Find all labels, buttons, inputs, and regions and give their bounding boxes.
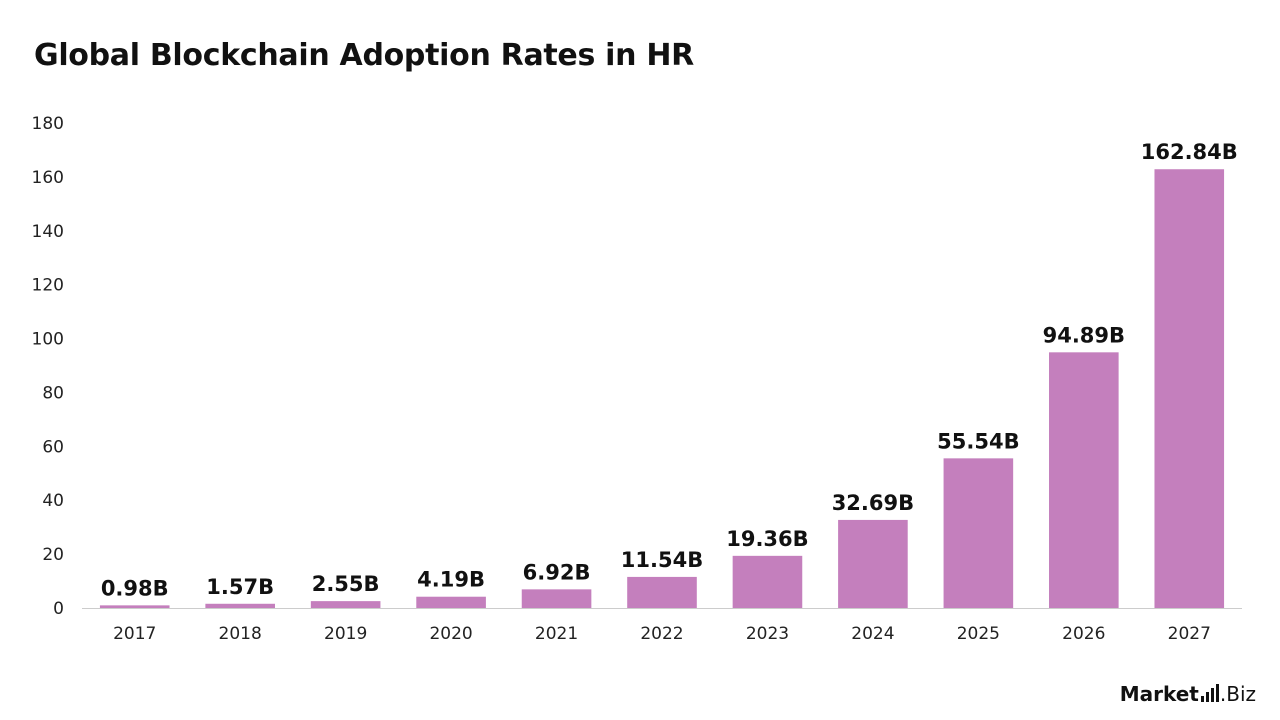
x-tick-label: 2025 <box>957 624 1000 644</box>
x-tick-label: 2017 <box>113 624 156 644</box>
bar <box>1154 169 1225 608</box>
data-label: 94.89B <box>1043 323 1125 347</box>
y-tick-label: 100 <box>32 330 64 350</box>
brand-name: Market <box>1119 682 1199 706</box>
y-tick-label: 120 <box>32 276 64 296</box>
x-axis-ticks: 2017 2018 2019 2020 2021 2022 2023 2024 2025 2026… <box>113 624 1211 644</box>
bar <box>205 603 275 608</box>
bar <box>521 589 592 608</box>
data-label: 19.36B <box>726 527 808 551</box>
x-tick-label: 2021 <box>535 624 578 644</box>
bar <box>732 555 803 608</box>
x-tick-label: 2026 <box>1062 624 1105 644</box>
bar <box>943 458 1014 608</box>
y-tick-label: 180 <box>32 114 64 134</box>
x-tick-label: 2019 <box>324 624 367 644</box>
data-labels: 0.98B 1.57B 2.55B 4.19B 6.92B 11.54B 19.36B 32.… <box>101 140 1238 600</box>
y-tick-label: 0 <box>53 599 64 619</box>
data-label: 6.92B <box>523 560 591 584</box>
brand-suffix: .Biz <box>1219 682 1256 706</box>
x-tick-label: 2027 <box>1168 624 1211 644</box>
data-label: 162.84B <box>1141 140 1238 164</box>
y-axis-ticks: 0 20 40 60 80 100 120 140 160 180 <box>32 114 64 619</box>
x-tick-label: 2023 <box>746 624 789 644</box>
data-label: 32.69B <box>832 491 914 515</box>
bars-icon <box>1200 684 1219 702</box>
chart-title: Global Blockchain Adoption Rates in HR <box>34 38 694 73</box>
bar <box>627 576 697 608</box>
y-tick-label: 80 <box>42 383 64 403</box>
y-tick-label: 20 <box>42 545 64 565</box>
data-label: 11.54B <box>621 548 703 572</box>
data-label: 4.19B <box>417 568 485 592</box>
bar <box>1049 352 1119 608</box>
bar <box>99 605 170 608</box>
y-tick-label: 40 <box>42 491 64 511</box>
x-tick-label: 2024 <box>851 624 894 644</box>
brand-logo: Market .Biz <box>1120 682 1256 706</box>
bar <box>310 601 381 608</box>
y-tick-label: 60 <box>42 437 64 457</box>
data-label: 1.57B <box>206 575 274 599</box>
data-label: 0.98B <box>101 576 169 600</box>
x-tick-label: 2020 <box>429 624 472 644</box>
x-tick-label: 2018 <box>219 624 262 644</box>
bar <box>838 519 908 608</box>
bar <box>416 596 486 608</box>
x-tick-label: 2022 <box>640 624 683 644</box>
data-label: 2.55B <box>312 572 380 596</box>
bars <box>99 169 1225 608</box>
y-tick-label: 160 <box>32 168 64 188</box>
data-label: 55.54B <box>937 429 1019 453</box>
y-tick-label: 140 <box>32 222 64 242</box>
